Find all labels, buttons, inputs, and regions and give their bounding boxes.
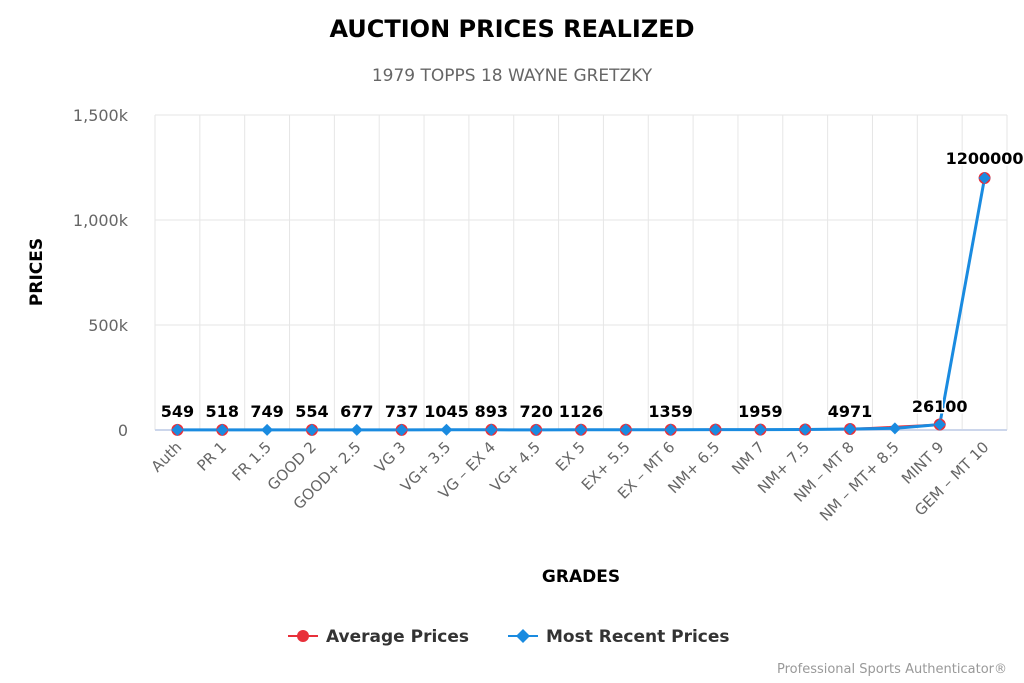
series-line-most-recent bbox=[177, 177, 987, 432]
most-recent-price-point[interactable] bbox=[619, 423, 632, 436]
most-recent-price-point[interactable] bbox=[261, 423, 274, 436]
y-tick-label: 1,500k bbox=[73, 106, 129, 125]
most-recent-price-point[interactable] bbox=[575, 423, 587, 436]
data-label: 1359 bbox=[648, 402, 693, 421]
most-recent-price-point[interactable] bbox=[933, 418, 946, 431]
x-axis-title: GRADES bbox=[542, 567, 620, 587]
data-label: 26100 bbox=[912, 397, 968, 416]
data-label: 518 bbox=[206, 402, 239, 421]
credits[interactable]: Professional Sports Authenticator® bbox=[777, 662, 1007, 677]
most-recent-price-point[interactable] bbox=[305, 423, 318, 436]
most-recent-price-point[interactable] bbox=[485, 423, 498, 436]
data-label: 1200000 bbox=[946, 149, 1024, 168]
x-tick-label: Auth bbox=[148, 438, 186, 476]
y-tick-label: 1,000k bbox=[73, 211, 129, 230]
most-recent-price-point[interactable] bbox=[799, 423, 812, 436]
data-label: 749 bbox=[250, 402, 283, 421]
legend-diamond-icon bbox=[516, 629, 530, 643]
chart-subtitle: 1979 TOPPS 18 WAYNE GRETZKY bbox=[372, 66, 653, 86]
data-label: 720 bbox=[519, 402, 552, 421]
series-line-average bbox=[177, 177, 986, 431]
most-recent-price-point[interactable] bbox=[530, 423, 543, 436]
data-label: 1126 bbox=[559, 402, 604, 421]
x-tick-label: NM – MT+ 8.5 bbox=[816, 438, 903, 525]
most-recent-price-point[interactable] bbox=[754, 423, 767, 436]
most-recent-price-point[interactable] bbox=[350, 423, 363, 436]
x-tick-label: NM 7 bbox=[728, 438, 768, 478]
legend-circle-icon bbox=[297, 630, 309, 642]
most-recent-price-point[interactable] bbox=[844, 422, 857, 435]
data-label: 1045 bbox=[424, 402, 469, 421]
data-label: 893 bbox=[475, 402, 508, 421]
most-recent-price-point[interactable] bbox=[216, 423, 229, 436]
legend-item-most-recent[interactable]: Most Recent Prices bbox=[508, 627, 730, 647]
most-recent-price-point[interactable] bbox=[888, 422, 901, 435]
data-label: 677 bbox=[340, 402, 373, 421]
most-recent-price-point[interactable] bbox=[709, 423, 722, 436]
x-tick-label: VG+ 4.5 bbox=[487, 438, 544, 495]
legend-label-most-recent: Most Recent Prices bbox=[546, 627, 730, 647]
data-label: 549 bbox=[161, 402, 194, 421]
most-recent-price-point[interactable] bbox=[171, 423, 184, 436]
y-axis-title: PRICES bbox=[27, 238, 47, 306]
x-tick-label: EX 5 bbox=[552, 438, 589, 475]
data-label: 1959 bbox=[738, 402, 783, 421]
most-recent-price-point[interactable] bbox=[978, 172, 991, 184]
data-label: 4971 bbox=[828, 402, 873, 421]
y-tick-label: 0 bbox=[118, 421, 128, 440]
data-label: 737 bbox=[385, 402, 418, 421]
most-recent-price-point[interactable] bbox=[664, 423, 677, 436]
y-tick-label: 500k bbox=[88, 316, 129, 335]
x-tick-label: VG 3 bbox=[371, 438, 409, 476]
most-recent-price-point[interactable] bbox=[440, 423, 453, 436]
x-tick-label: PR 1 bbox=[193, 438, 230, 475]
data-label: 554 bbox=[295, 402, 328, 421]
most-recent-price-point[interactable] bbox=[395, 423, 408, 436]
chart-title: AUCTION PRICES REALIZED bbox=[329, 15, 694, 43]
legend-label-average: Average Prices bbox=[326, 627, 469, 647]
legend-item-average[interactable]: Average Prices bbox=[288, 627, 469, 647]
